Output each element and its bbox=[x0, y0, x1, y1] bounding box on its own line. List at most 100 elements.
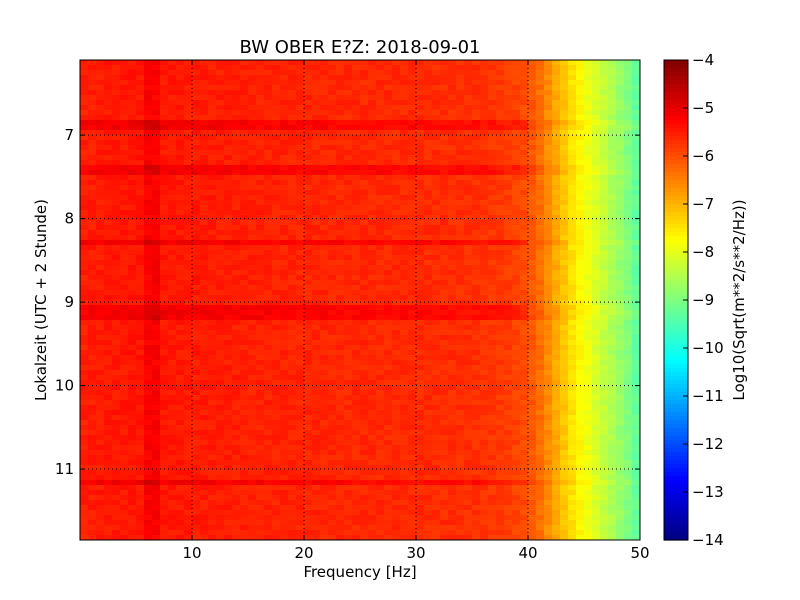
heatmap-cell bbox=[632, 175, 640, 181]
heatmap-cell bbox=[496, 240, 505, 246]
heatmap-cell bbox=[528, 340, 537, 346]
heatmap-cell bbox=[280, 160, 289, 166]
heatmap-cell bbox=[128, 385, 137, 391]
heatmap-cell bbox=[256, 70, 265, 76]
heatmap-cell bbox=[328, 360, 337, 366]
heatmap-cell bbox=[344, 405, 353, 411]
heatmap-cell bbox=[472, 70, 481, 76]
heatmap-cell bbox=[328, 215, 337, 221]
heatmap-cell bbox=[608, 300, 617, 306]
heatmap-cell bbox=[272, 260, 281, 266]
heatmap-cell bbox=[296, 335, 305, 341]
heatmap-cell bbox=[368, 150, 377, 156]
heatmap-cell bbox=[240, 160, 249, 166]
heatmap-cell bbox=[632, 105, 640, 111]
heatmap-cell bbox=[128, 105, 137, 111]
heatmap-cell bbox=[176, 260, 185, 266]
heatmap-cell bbox=[200, 245, 209, 251]
heatmap-cell bbox=[312, 385, 321, 391]
heatmap-cell bbox=[128, 65, 137, 71]
heatmap-cell bbox=[616, 175, 625, 181]
heatmap-cell bbox=[176, 190, 185, 196]
heatmap-cell bbox=[408, 340, 417, 346]
heatmap-cell bbox=[528, 120, 537, 126]
heatmap-cell bbox=[352, 230, 361, 236]
heatmap-cell bbox=[184, 215, 193, 221]
heatmap-cell bbox=[128, 390, 137, 396]
heatmap-cell bbox=[80, 340, 89, 346]
heatmap-cell bbox=[288, 300, 297, 306]
heatmap-cell bbox=[624, 100, 633, 106]
heatmap-cell bbox=[544, 115, 553, 121]
heatmap-cell bbox=[88, 180, 97, 186]
heatmap-cell bbox=[552, 145, 561, 151]
heatmap-cell bbox=[400, 225, 409, 231]
heatmap-cell bbox=[528, 145, 537, 151]
heatmap-cell bbox=[128, 145, 137, 151]
heatmap-cell bbox=[200, 240, 209, 246]
heatmap-cell bbox=[96, 125, 105, 131]
heatmap-cell bbox=[632, 395, 640, 401]
heatmap-cell bbox=[344, 100, 353, 106]
heatmap-cell bbox=[512, 260, 521, 266]
heatmap-cell bbox=[536, 65, 545, 71]
heatmap-cell bbox=[608, 330, 617, 336]
heatmap-cell bbox=[616, 410, 625, 416]
heatmap-cell bbox=[384, 370, 393, 376]
heatmap-cell bbox=[392, 145, 401, 151]
heatmap-cell bbox=[256, 220, 265, 226]
heatmap-cell bbox=[536, 265, 545, 271]
heatmap-cell bbox=[104, 160, 113, 166]
heatmap-cell bbox=[320, 115, 329, 121]
heatmap-cell bbox=[232, 235, 241, 241]
heatmap-cell bbox=[304, 120, 313, 126]
heatmap-cell bbox=[568, 380, 577, 386]
heatmap-cell bbox=[104, 165, 113, 171]
heatmap-cell bbox=[320, 195, 329, 201]
heatmap-cell bbox=[256, 165, 265, 171]
heatmap-cell bbox=[504, 65, 513, 71]
heatmap-cell bbox=[112, 385, 121, 391]
heatmap-cell bbox=[632, 185, 640, 191]
heatmap-cell bbox=[328, 115, 337, 121]
heatmap-cell bbox=[200, 220, 209, 226]
heatmap-cell bbox=[544, 120, 553, 126]
heatmap-cell bbox=[536, 255, 545, 261]
heatmap-cell bbox=[168, 90, 177, 96]
heatmap-cell bbox=[120, 300, 129, 306]
heatmap-cell bbox=[584, 400, 593, 406]
heatmap-cell bbox=[576, 185, 585, 191]
heatmap-cell bbox=[344, 365, 353, 371]
heatmap-cell bbox=[520, 395, 529, 401]
heatmap-cell bbox=[512, 305, 521, 311]
heatmap-cell bbox=[176, 370, 185, 376]
heatmap-cell bbox=[96, 375, 105, 381]
heatmap-cell bbox=[384, 165, 393, 171]
heatmap-cell bbox=[568, 400, 577, 406]
heatmap-cell bbox=[192, 225, 201, 231]
heatmap-cell bbox=[224, 250, 233, 256]
heatmap-cell bbox=[432, 175, 441, 181]
heatmap-cell bbox=[216, 410, 225, 416]
heatmap-cell bbox=[544, 105, 553, 111]
heatmap-cell bbox=[616, 335, 625, 341]
heatmap-cell bbox=[392, 250, 401, 256]
heatmap-cell bbox=[312, 345, 321, 351]
heatmap-cell bbox=[184, 80, 193, 86]
heatmap-cell bbox=[184, 260, 193, 266]
heatmap-cell bbox=[608, 400, 617, 406]
heatmap-cell bbox=[592, 250, 601, 256]
heatmap-cell bbox=[256, 370, 265, 376]
heatmap-cell bbox=[136, 85, 145, 91]
heatmap-cell bbox=[152, 185, 161, 191]
heatmap-cell bbox=[360, 320, 369, 326]
heatmap-cell bbox=[568, 85, 577, 91]
heatmap-cell bbox=[424, 280, 433, 286]
heatmap-cell bbox=[200, 405, 209, 411]
heatmap-cell bbox=[608, 360, 617, 366]
heatmap-cell bbox=[376, 285, 385, 291]
heatmap-cell bbox=[240, 80, 249, 86]
heatmap-cell bbox=[288, 290, 297, 296]
heatmap-cell bbox=[480, 85, 489, 91]
heatmap-cell bbox=[304, 135, 313, 141]
